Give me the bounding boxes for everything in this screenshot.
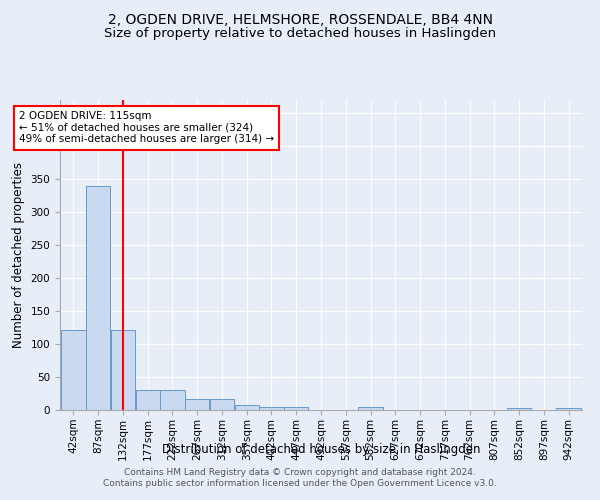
Text: Distribution of detached houses by size in Haslingden: Distribution of detached houses by size … [162, 442, 480, 456]
Text: 2 OGDEN DRIVE: 115sqm
← 51% of detached houses are smaller (324)
49% of semi-det: 2 OGDEN DRIVE: 115sqm ← 51% of detached … [19, 111, 274, 144]
Text: Size of property relative to detached houses in Haslingden: Size of property relative to detached ho… [104, 28, 496, 40]
Bar [210, 399, 234, 410]
Bar [61, 330, 86, 410]
Bar [185, 399, 209, 410]
Bar [358, 406, 383, 410]
Bar [284, 406, 308, 410]
Bar [136, 390, 160, 410]
Y-axis label: Number of detached properties: Number of detached properties [12, 162, 25, 348]
Text: 2, OGDEN DRIVE, HELMSHORE, ROSSENDALE, BB4 4NN: 2, OGDEN DRIVE, HELMSHORE, ROSSENDALE, B… [107, 12, 493, 26]
Bar [111, 330, 135, 410]
Bar [507, 408, 531, 410]
Bar [556, 408, 581, 410]
Bar [86, 186, 110, 410]
Bar [160, 390, 185, 410]
Bar [259, 406, 284, 410]
Text: Contains HM Land Registry data © Crown copyright and database right 2024.
Contai: Contains HM Land Registry data © Crown c… [103, 468, 497, 487]
Bar [235, 406, 259, 410]
